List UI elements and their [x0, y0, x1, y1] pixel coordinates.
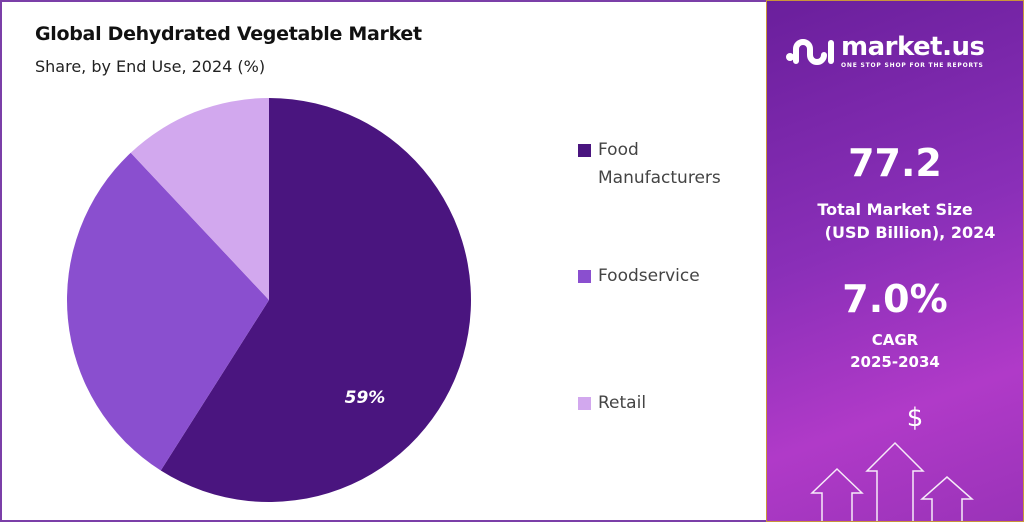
pie-slice-foodservice	[67, 152, 269, 471]
legend-swatch	[578, 397, 591, 410]
cagr-value: 7.0%	[842, 277, 948, 321]
legend-label: Foodservice	[598, 266, 700, 286]
market-size-value: 77.2	[848, 141, 942, 185]
legend-item-foodservice: Foodservice	[578, 262, 700, 290]
growth-arrows-icon	[810, 441, 974, 521]
data-label: 59%	[345, 388, 386, 408]
pie-chart: 59%	[67, 98, 471, 502]
pie-slice-food-manufacturers	[160, 98, 471, 502]
logo-icon	[786, 38, 834, 65]
market-size-unit: (USD Billion), 2024	[824, 223, 996, 242]
cagr-label: CAGR	[871, 331, 919, 349]
legend-label-line1: Food	[598, 140, 639, 160]
legend-label: Food Manufacturers	[598, 136, 721, 192]
legend-item-retail: Retail	[578, 389, 646, 417]
brand-tagline: ONE STOP SHOP FOR THE REPORTS	[841, 62, 984, 69]
chart-subtitle: Share, by End Use, 2024 (%)	[35, 57, 266, 76]
pie-slice-retail	[130, 98, 269, 300]
cagr-period: 2025-2034	[850, 353, 940, 371]
chart-panel	[0, 0, 766, 522]
brand-logo: market.us ONE STOP SHOP FOR THE REPORTS	[785, 32, 985, 69]
legend-swatch	[578, 270, 591, 283]
dollar-icon: $	[906, 403, 924, 433]
legend-label-line2: Manufacturers	[598, 168, 721, 188]
brand-name: market.us	[841, 32, 985, 62]
stats-sidebar: market.us ONE STOP SHOP FOR THE REPORTS …	[766, 0, 1024, 522]
market-size-label: Total Market Size	[817, 200, 973, 219]
legend-label: Retail	[598, 393, 647, 413]
chart-title: Global Dehydrated Vegetable Market	[35, 23, 422, 45]
legend-item-food-manufacturers: Food Manufacturers	[578, 136, 721, 192]
legend-swatch	[578, 144, 591, 157]
